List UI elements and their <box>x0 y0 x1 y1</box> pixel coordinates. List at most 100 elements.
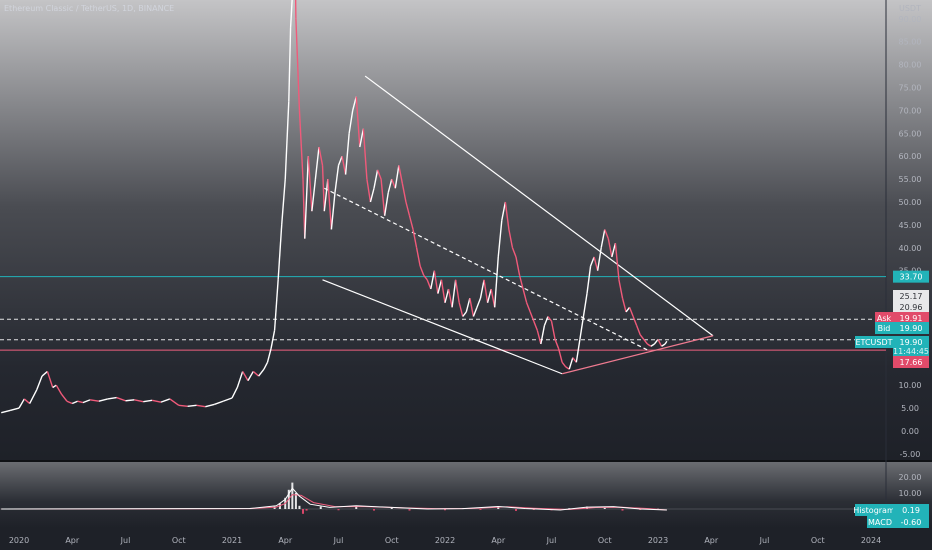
price-segment <box>366 178 372 203</box>
price-segment <box>550 320 556 340</box>
price-segment <box>579 316 585 340</box>
badge-pink-level-bg <box>893 356 929 368</box>
price-segment <box>568 357 574 370</box>
ask-tag-bg <box>875 312 893 324</box>
channel-midline-dashed <box>324 187 650 352</box>
price-segment <box>661 343 666 347</box>
price-segment <box>401 183 407 203</box>
symbol-tag-bg <box>855 336 893 348</box>
histogram-legend: Histogram <box>853 506 895 515</box>
price-segment <box>646 343 652 347</box>
price-segment <box>289 0 293 28</box>
price-tick-label: 0.00 <box>901 427 919 436</box>
price-segment <box>600 229 606 248</box>
price-segment <box>415 247 421 267</box>
price-segment <box>639 334 645 340</box>
macd-legend-bg <box>867 516 893 528</box>
time-tick-label: Oct <box>598 536 612 545</box>
currency-label: USDT <box>899 4 921 13</box>
price-tick-label: -5.00 <box>900 450 921 459</box>
price-segment <box>9 407 20 412</box>
histogram-bar <box>621 509 624 511</box>
price-segment <box>387 178 393 194</box>
price-segment <box>437 279 443 294</box>
time-tick-label: Apr <box>65 536 80 545</box>
price-segment <box>561 361 567 368</box>
macd-value-bg <box>893 516 929 528</box>
indicator-tick-label: 10.00 <box>899 489 922 498</box>
price-segment <box>355 96 361 148</box>
badge-level-2: 20.96 <box>900 303 923 312</box>
price-segment <box>621 298 627 313</box>
price-segment <box>36 375 43 391</box>
price-segment <box>586 266 592 294</box>
badge-level-2-bg <box>893 301 929 313</box>
price-segment <box>187 404 197 407</box>
price-segment <box>77 400 84 404</box>
horizontal-lines <box>0 276 886 351</box>
price-segment <box>373 169 379 189</box>
histogram-bar <box>373 509 375 511</box>
price-segment <box>169 398 180 406</box>
price-tick-label: 55.00 <box>899 175 922 184</box>
price-segment <box>18 398 25 409</box>
price-segment <box>134 399 144 403</box>
price-segment <box>23 398 31 405</box>
price-segment <box>214 400 224 406</box>
trendline-drawings[interactable] <box>322 75 714 375</box>
price-tick-label: 40.00 <box>899 244 922 253</box>
price-segment <box>288 27 292 102</box>
bid-price: 19.90 <box>900 324 923 333</box>
price-segment <box>522 288 528 303</box>
price-segment <box>334 165 340 193</box>
price-segment <box>483 279 489 303</box>
price-segment <box>369 188 375 203</box>
macd-indicator <box>0 482 886 514</box>
price-tick-label: 70.00 <box>899 106 922 115</box>
time-tick-label: 2020 <box>9 536 29 545</box>
price-segment <box>501 201 507 221</box>
histogram-bar <box>302 509 304 514</box>
histogram-bar <box>515 509 517 511</box>
price-segment <box>298 110 304 180</box>
time-tick-label: Jul <box>546 536 557 545</box>
price-tick-label: 65.00 <box>899 129 922 138</box>
badge-level-1-bg <box>893 290 929 302</box>
price-segment <box>472 307 478 317</box>
histogram-value: 0.19 <box>902 506 920 515</box>
price-segment <box>582 293 588 317</box>
histogram-bar <box>390 507 393 509</box>
price-segment <box>433 270 439 294</box>
price-segment <box>242 371 249 381</box>
price-segment <box>344 133 350 175</box>
price-segment <box>307 156 313 212</box>
price-series <box>1 0 668 414</box>
price-segment <box>618 279 624 299</box>
histogram-bar <box>291 482 294 509</box>
indicator-tick-label: 20.00 <box>899 473 922 482</box>
price-segment <box>160 398 171 403</box>
price-segment <box>247 371 254 381</box>
time-tick-label: Jul <box>759 536 770 545</box>
price-segment <box>589 256 595 267</box>
price-segment <box>323 179 329 212</box>
price-tick-label: 90.00 <box>899 15 922 24</box>
price-segment <box>479 279 485 299</box>
symbol-tag: ETCUSDT <box>855 338 892 347</box>
price-segment <box>653 338 659 345</box>
bid-tag: Bid <box>878 324 891 333</box>
price-segment <box>543 316 549 326</box>
channel-lower-trendline <box>322 279 563 375</box>
time-tick-label: Jul <box>120 536 131 545</box>
histogram-bar <box>305 509 308 511</box>
time-axis[interactable]: 2020 Apr Jul Oct 2021 Apr Jul Oct 2022 Apr Jul Oct 2… <box>9 536 881 545</box>
price-segment <box>504 201 510 230</box>
main-pane-background <box>0 0 932 460</box>
price-segment <box>497 220 503 258</box>
price-segment <box>454 279 460 303</box>
histogram-bar <box>355 505 358 509</box>
histogram-value-bg <box>893 504 929 516</box>
price-segment <box>1 409 11 414</box>
indicator-axis: 20.00 10.00 <box>899 473 922 498</box>
